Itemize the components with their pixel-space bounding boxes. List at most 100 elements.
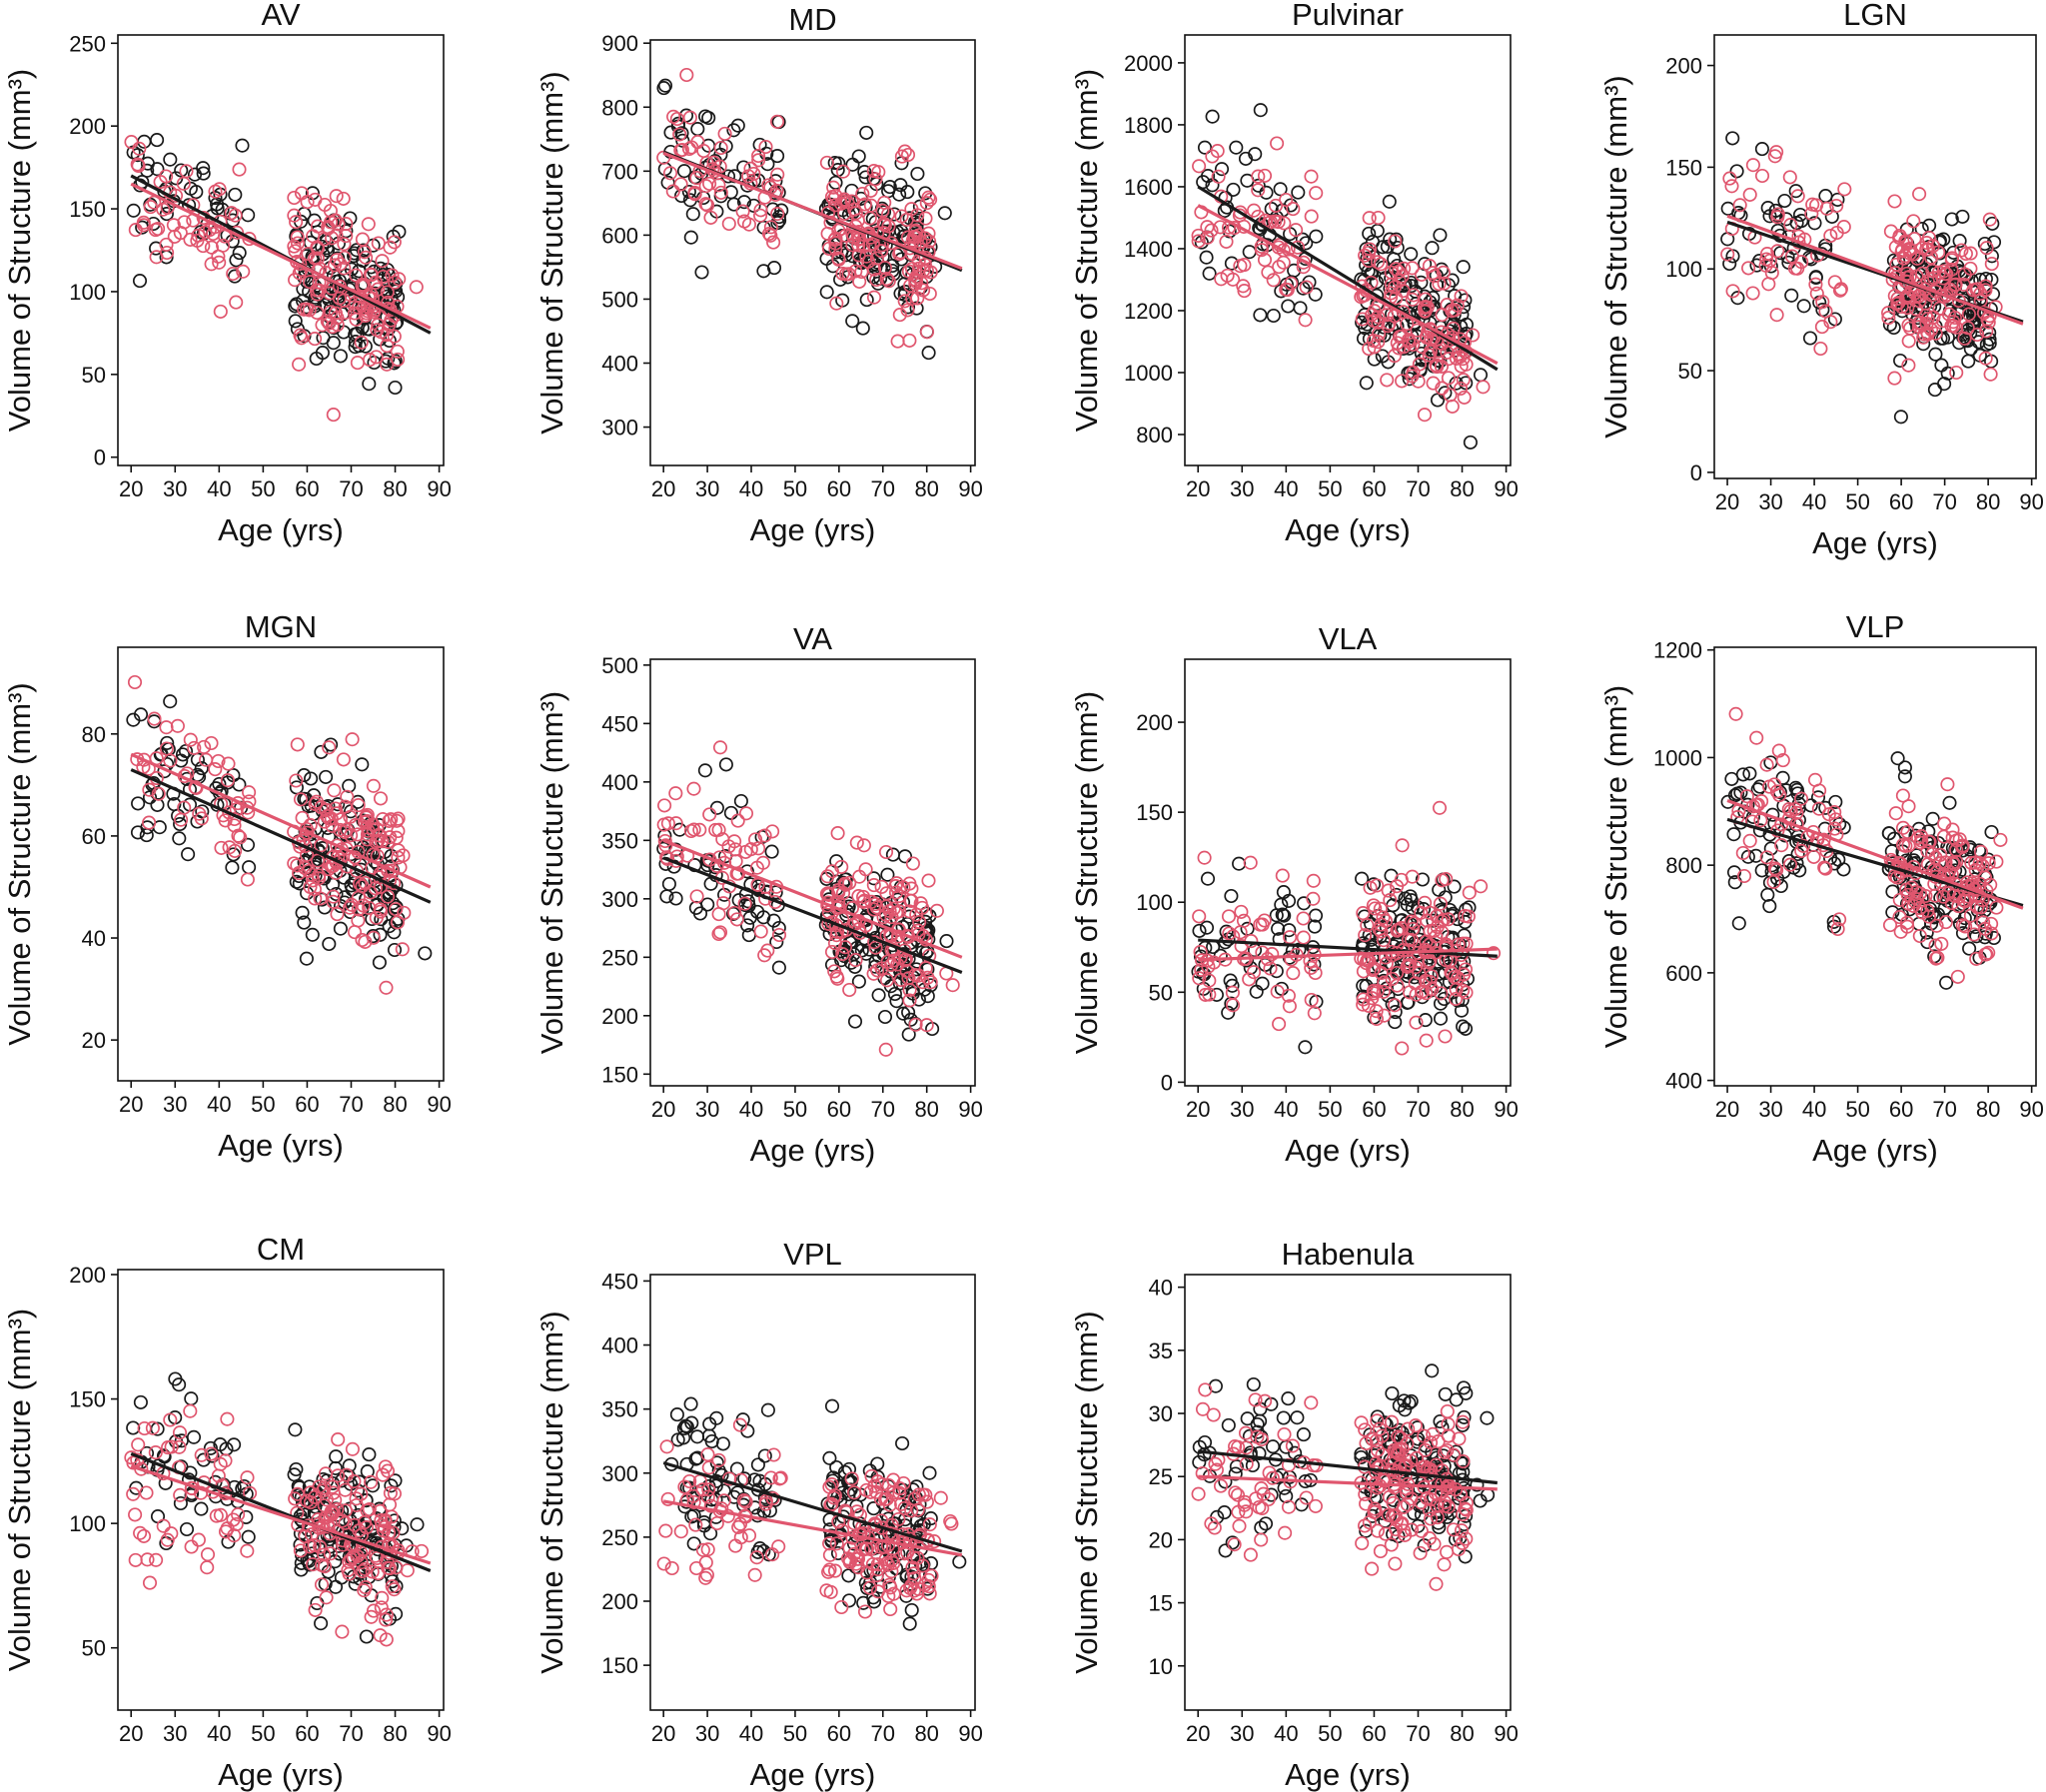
data-point [1898,290,1913,306]
y-axis-label: Volume of Structure (mm³) [534,71,569,434]
data-point [1789,856,1804,871]
data-point [1233,925,1248,940]
data-point [317,1559,333,1574]
data-point [184,1391,199,1406]
data-point [758,139,773,155]
data-point [698,179,713,194]
data-point [1206,1407,1221,1422]
data-point [669,1407,684,1422]
data-point [1281,988,1296,1003]
data-point [1373,901,1388,916]
data-point [1308,287,1323,302]
data-point [1298,1040,1313,1055]
data-point [865,1556,880,1572]
data-point [1725,131,1740,146]
data-point [331,217,346,232]
x-tick-label: 40 [1274,476,1298,501]
data-point [1277,1426,1292,1442]
data-point [228,843,243,858]
data-point [769,114,785,129]
data-point [196,166,211,181]
data-point [771,927,787,943]
data-point [409,280,424,295]
data-point [1942,795,1957,810]
panel-title: VPL [783,1237,842,1272]
data-point [335,1624,350,1639]
data-point [1893,353,1908,369]
data-point [1425,1363,1440,1378]
data-point [1901,896,1916,911]
data-point [856,838,871,853]
data-point [1214,272,1229,287]
data-point [756,1504,771,1519]
data-point [179,1521,195,1537]
y-tick-label: 1000 [1653,745,1702,770]
data-point [770,206,785,222]
data-point [204,735,219,751]
data-point [1993,832,2008,847]
data-point [156,1518,171,1533]
data-point [733,793,748,809]
data-point [1922,218,1937,233]
data-point [1456,1414,1471,1429]
data-point [1946,319,1961,334]
data-point [856,1595,871,1610]
data-point [1362,211,1377,226]
x-tick-label: 60 [1362,1097,1386,1122]
data-point [1752,779,1767,794]
data-point [1252,1445,1267,1461]
data-point [1377,1008,1392,1023]
data-point [1881,306,1896,321]
data-point [190,814,205,829]
data-point [235,138,250,153]
data-point [384,812,399,827]
data-point [1207,1520,1222,1535]
data-point [380,889,396,904]
data-point [660,1491,675,1506]
data-point [1458,1021,1474,1036]
data-point [227,269,243,284]
data-point [288,314,303,329]
data-point [233,830,248,845]
plot-frame [649,39,976,466]
data-point [1403,889,1418,904]
data-point [1745,158,1760,173]
data-point [1232,856,1247,871]
data-point [852,925,868,940]
data-point [361,823,376,838]
data-point [220,1411,235,1426]
x-tick-label: 50 [783,1097,807,1122]
x-tick-label: 70 [871,476,895,501]
data-point [1828,794,1843,809]
data-point [159,741,174,756]
data-point [354,335,369,350]
data-point [900,303,915,318]
data-point [919,1018,934,1033]
data-point [241,1529,256,1544]
data-point [852,274,867,289]
data-point [835,164,851,179]
data-point [851,248,866,263]
data-point [327,783,342,798]
data-point [390,344,405,359]
data-point [1947,310,1962,326]
data-point [1427,1536,1442,1551]
data-point [1206,955,1222,970]
x-tick-label: 80 [914,476,938,501]
data-point [319,1590,334,1605]
data-point [924,1568,939,1583]
data-point [1902,242,1917,257]
data-point [701,1428,716,1443]
y-tick-label: 200 [69,1263,106,1288]
data-point [194,761,209,776]
data-point [149,1552,164,1567]
data-point [1807,216,1822,231]
y-tick-label: 200 [601,1004,638,1029]
data-point [1961,354,1976,369]
data-point [139,1485,154,1500]
data-point [1278,1525,1293,1540]
data-point [1726,827,1741,842]
data-point [1456,1019,1471,1034]
data-point [1770,207,1785,222]
